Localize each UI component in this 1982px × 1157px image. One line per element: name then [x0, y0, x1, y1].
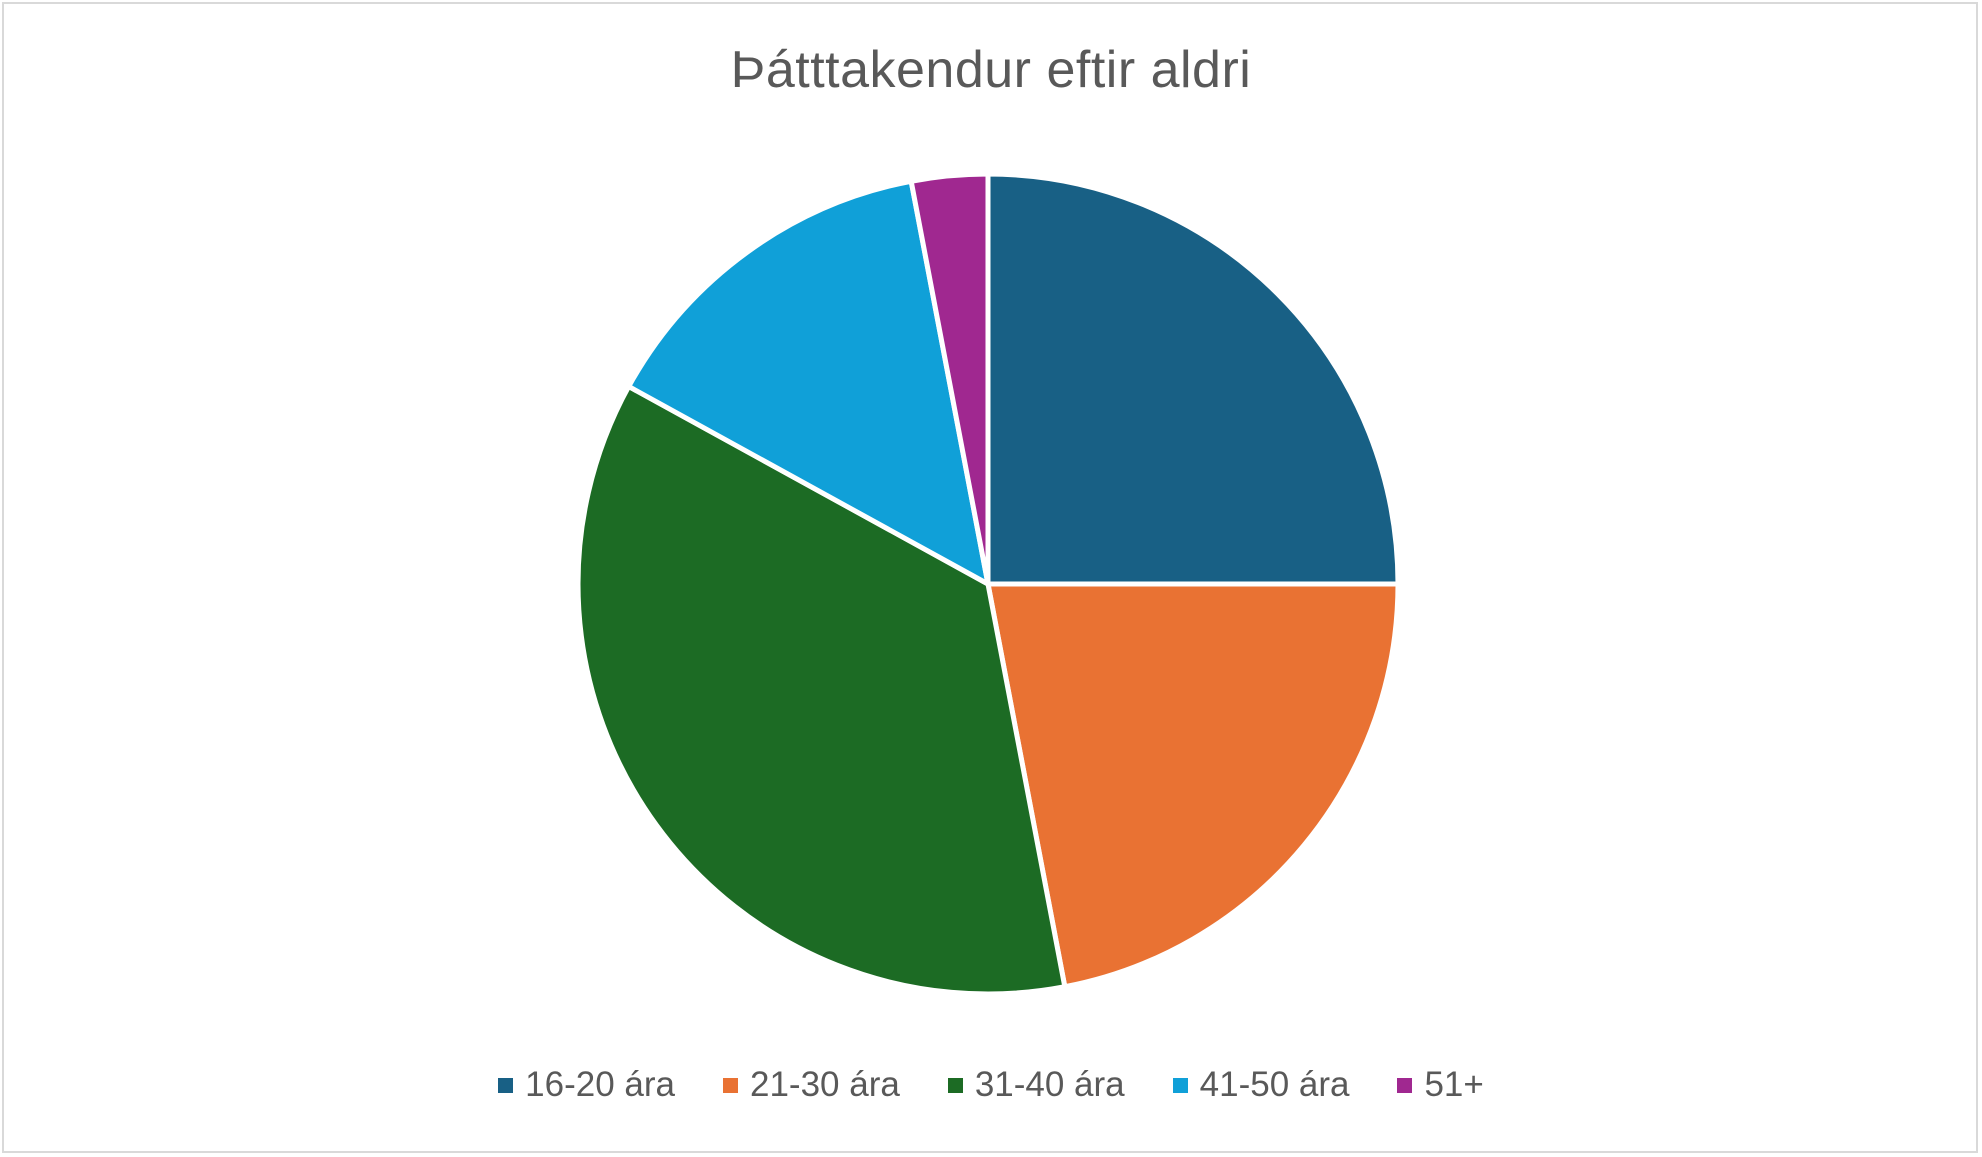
legend-item-2: 21-30 ára [722, 1065, 900, 1105]
pie-slice-4 [626, 178, 991, 587]
pie-slice-5 [908, 171, 991, 587]
chart-title: Þátttakendur eftir aldri [730, 41, 1252, 99]
legend-item-3: 31-40 ára [947, 1065, 1125, 1105]
legend-label: 21-30 ára [749, 1065, 900, 1104]
legend-label: 51+ [1424, 1065, 1484, 1104]
legend-swatch [722, 1077, 738, 1093]
legend-label: 16-20 ára [525, 1065, 675, 1104]
legend-swatch [947, 1077, 963, 1093]
legend-swatch [1397, 1077, 1413, 1093]
pie-slice-2 [985, 581, 1401, 990]
legend-swatch [1172, 1077, 1188, 1093]
legend-item-5: 51+ [1397, 1065, 1484, 1105]
legend-swatch [498, 1077, 514, 1093]
pie-slice-1 [985, 171, 1401, 587]
legend-label: 31-40 ára [974, 1065, 1125, 1104]
legend-item-1: 16-20 ára [498, 1065, 675, 1105]
legend-item-4: 41-50 ára [1172, 1065, 1350, 1105]
pie-slice-3 [575, 383, 1068, 997]
legend-label: 41-50 ára [1199, 1065, 1350, 1104]
chart-legend: 16-20 ára 21-30 ára 31-40 ára 41-50 ára 51+ [0, 1065, 1982, 1105]
